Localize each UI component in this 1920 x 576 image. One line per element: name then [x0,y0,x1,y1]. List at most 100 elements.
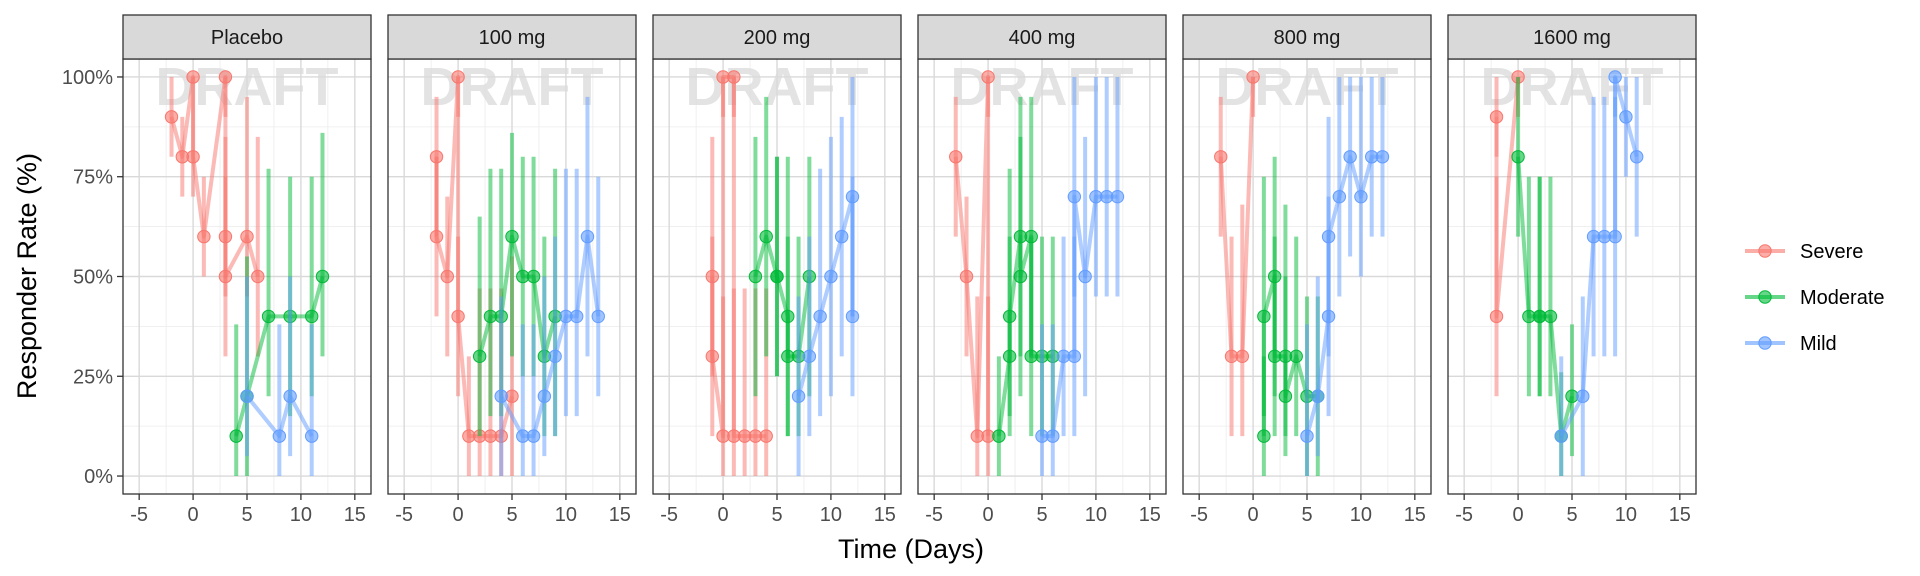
series-line [245,394,314,439]
x-tick-label: 15 [874,504,896,526]
data-point [1013,269,1028,284]
series-severe [949,70,995,477]
facet-label: Placebo [211,27,283,49]
x-tick-label: 0 [983,504,994,526]
x-tick-label: 5 [771,504,782,526]
data-point [315,269,330,284]
series-severe [705,70,773,477]
data-point [1024,229,1038,244]
data-point [1375,150,1390,164]
watermark-text: DRAFT [1481,57,1664,117]
legend-label: Moderate [1800,287,1885,309]
data-point [1354,189,1368,204]
data-point [261,309,276,324]
x-tick-label: -5 [130,504,148,526]
data-point [1289,349,1303,364]
watermark-text: DRAFT [421,57,604,117]
data-point [1046,429,1060,443]
data-point [1067,189,1082,204]
legend-key-point [1758,336,1772,350]
facet-label: 1600 mg [1533,27,1611,49]
data-point [505,229,519,244]
data-point [164,110,179,124]
data-point [727,70,741,84]
data-point [1235,349,1250,364]
x-tick-label: 10 [290,504,312,526]
data-point [429,229,444,244]
series-moderate [992,96,1060,477]
y-axis-title: Responder Rate (%) [12,153,42,399]
y-tick-label: 25% [73,366,113,388]
data-point [1343,150,1357,164]
data-point [569,309,584,324]
x-tick-label: 15 [1139,504,1161,526]
x-tick-label: -5 [925,504,943,526]
data-point [1543,309,1558,324]
data-point [981,70,995,84]
data-point [186,150,200,164]
x-tick-label: 0 [1513,504,1524,526]
data-point [1619,110,1633,124]
data-point [1257,309,1271,324]
y-tick-label: 75% [73,167,113,189]
watermark-text: DRAFT [951,57,1134,117]
data-point [1554,429,1568,443]
x-axis-title: Time (Days) [838,534,984,564]
data-point [824,269,838,284]
series-moderate [1511,76,1579,477]
data-point [548,349,562,364]
x-tick-label: 10 [1085,504,1107,526]
x-tick-label: 10 [555,504,577,526]
panel-200-mg: DRAFT 200 mg -5 0 5 10 15 [652,14,902,526]
data-point [748,269,763,284]
legend-item-severe: Severe [1745,241,1863,263]
data-point [580,229,595,244]
data-point [1608,70,1622,84]
data-point [959,269,974,284]
y-tick-label: 0% [84,466,113,488]
data-point [813,309,827,324]
panel-100-mg: DRAFT 100 mg -5 0 5 10 15 [387,14,637,526]
data-point [1246,70,1260,84]
series-severe [1214,70,1260,437]
data-point [802,349,817,364]
data-point [1576,389,1590,403]
facet-strip [652,14,902,60]
data-point [845,189,860,204]
y-tick-label: 50% [73,267,113,289]
facet-strip [1182,14,1432,60]
data-point [1511,150,1525,164]
data-point [791,389,806,403]
series-mild [1300,76,1390,477]
data-point [218,70,233,84]
panel-400-mg: DRAFT 400 mg -5 0 5 10 15 [917,14,1167,526]
data-point [1002,309,1017,324]
x-tick-label: 5 [1036,504,1047,526]
x-tick-label: 15 [1669,504,1691,526]
x-tick-label: 0 [453,504,464,526]
x-tick-label: 5 [506,504,517,526]
x-tick-label: -5 [1455,504,1473,526]
legend-label: Severe [1800,241,1863,263]
watermark-text: DRAFT [686,57,869,117]
data-point [272,429,287,443]
data-point [429,150,444,164]
data-point [1078,269,1092,284]
x-tick-label: 10 [1350,504,1372,526]
data-point [186,70,200,84]
data-point [770,269,784,284]
x-tick-label: 10 [820,504,842,526]
data-point [218,269,233,284]
panel-800-mg: DRAFT 800 mg -5 0 5 10 15 [1182,14,1432,526]
data-point [240,229,254,244]
data-point [1321,309,1336,324]
data-point [1067,349,1082,364]
series-mild [494,96,605,477]
data-point [1608,229,1622,244]
data-point [526,269,541,284]
data-point [1311,389,1325,403]
data-point [759,229,773,244]
data-point [759,429,773,443]
data-point [304,429,319,443]
